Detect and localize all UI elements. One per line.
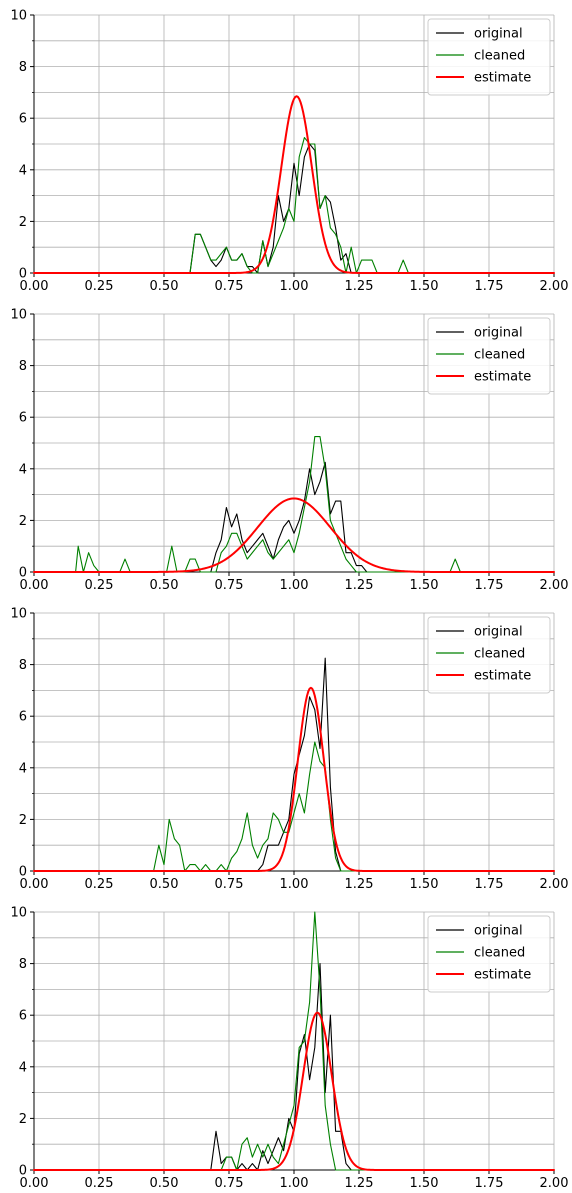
x-tick-label: 1.00 [280,877,309,892]
x-tick-label: 0.50 [150,1176,179,1191]
x-tick-label: 1.75 [475,279,504,294]
y-tick-label: 8 [19,957,27,972]
legend-label-original: original [474,625,523,640]
x-tick-label: 1.50 [410,1176,439,1191]
legend-label-cleaned: cleaned [474,348,525,363]
x-tick-label: 0.25 [85,279,114,294]
series-line-estimate [33,95,555,274]
x-tick-label: 0.00 [20,578,49,593]
series-line-estimate [33,686,555,872]
chart-panel-1: 0.00 0.25 0.50 0.75 1.00 1.25 1.50 1.75 2.00 0 2 4 6… [10,9,568,295]
y-tick-label: 2 [19,514,27,529]
legend-label-cleaned: cleaned [474,647,525,662]
y-tick-label: 2 [19,1112,27,1127]
legend: original cleaned estimate [427,616,551,694]
grid [33,911,555,1171]
x-tick-label: 0.50 [150,279,179,294]
y-tick-label: 10 [10,607,27,622]
y-tick-label: 6 [19,710,27,725]
y-tick-label: 2 [19,215,27,230]
x-tick-label: 1.50 [410,877,439,892]
x-tick-label: 1.75 [475,1176,504,1191]
legend-label-estimate: estimate [474,370,531,385]
y-tick-label: 4 [19,462,27,477]
y-tick-label: 2 [19,813,27,828]
y-tick-label: 6 [19,1009,27,1024]
x-tick-label: 0.50 [150,578,179,593]
x-tick-label: 2.00 [540,1176,569,1191]
legend: original cleaned estimate [427,915,551,993]
legend: original cleaned estimate [427,18,551,96]
x-tick-label: 0.25 [85,1176,114,1191]
x-tick-label: 0.25 [85,877,114,892]
x-tick-label: 1.25 [345,279,374,294]
x-tick-label: 0.00 [20,877,49,892]
y-tick-label: 10 [10,9,27,24]
x-tick-label: 1.25 [345,877,374,892]
x-tick-label: 1.00 [280,279,309,294]
grid [33,14,555,274]
y-tick-label: 10 [10,308,27,323]
x-tick-label: 1.00 [280,578,309,593]
y-tick-label: 0 [19,267,27,282]
legend-label-original: original [474,924,523,939]
x-tick-label: 0.75 [215,877,244,892]
series-line-cleaned [33,741,555,872]
x-tick-label: 0.00 [20,279,49,294]
legend: original cleaned estimate [427,317,551,395]
legend-label-estimate: estimate [474,669,531,684]
x-tick-label: 1.50 [410,578,439,593]
y-tick-label: 6 [19,112,27,127]
y-tick-label: 10 [10,906,27,921]
legend-label-estimate: estimate [474,71,531,86]
chart-panel-2: 0.00 0.25 0.50 0.75 1.00 1.25 1.50 1.75 2.00 0 2 4 6… [10,308,568,594]
x-tick-label: 2.00 [540,877,569,892]
x-tick-label: 1.25 [345,1176,374,1191]
x-tick-label: 1.25 [345,578,374,593]
y-tick-label: 4 [19,163,27,178]
x-tick-label: 2.00 [540,578,569,593]
x-tick-label: 1.50 [410,279,439,294]
x-tick-label: 2.00 [540,279,569,294]
legend-label-cleaned: cleaned [474,49,525,64]
chart-panel-3: 0.00 0.25 0.50 0.75 1.00 1.25 1.50 1.75 2.00 0 2 4 6… [10,607,568,893]
y-tick-label: 0 [19,1164,27,1179]
legend-label-estimate: estimate [474,968,531,983]
x-tick-label: 0.50 [150,877,179,892]
y-tick-label: 8 [19,658,27,673]
legend-label-cleaned: cleaned [474,946,525,961]
grid [33,313,555,573]
y-tick-label: 8 [19,359,27,374]
y-tick-label: 6 [19,411,27,426]
x-tick-label: 0.75 [215,279,244,294]
y-tick-label: 0 [19,566,27,581]
y-tick-label: 4 [19,761,27,776]
series-line-estimate [33,497,555,573]
series-line-estimate [33,1011,555,1171]
series-line-original [33,143,555,274]
x-tick-label: 1.75 [475,578,504,593]
x-tick-label: 0.75 [215,578,244,593]
chart-panel-4: 0.00 0.25 0.50 0.75 1.00 1.25 1.50 1.75 2.00 0 2 4 6… [10,906,568,1192]
y-tick-label: 0 [19,865,27,880]
legend-label-original: original [474,27,523,42]
x-tick-label: 0.75 [215,1176,244,1191]
y-tick-label: 8 [19,60,27,75]
x-tick-label: 0.25 [85,578,114,593]
legend-label-original: original [474,326,523,341]
series-line-cleaned [33,137,555,274]
x-tick-label: 1.75 [475,877,504,892]
series-line-original [33,461,555,573]
x-tick-label: 1.00 [280,1176,309,1191]
y-tick-label: 4 [19,1060,27,1075]
x-tick-label: 0.00 [20,1176,49,1191]
